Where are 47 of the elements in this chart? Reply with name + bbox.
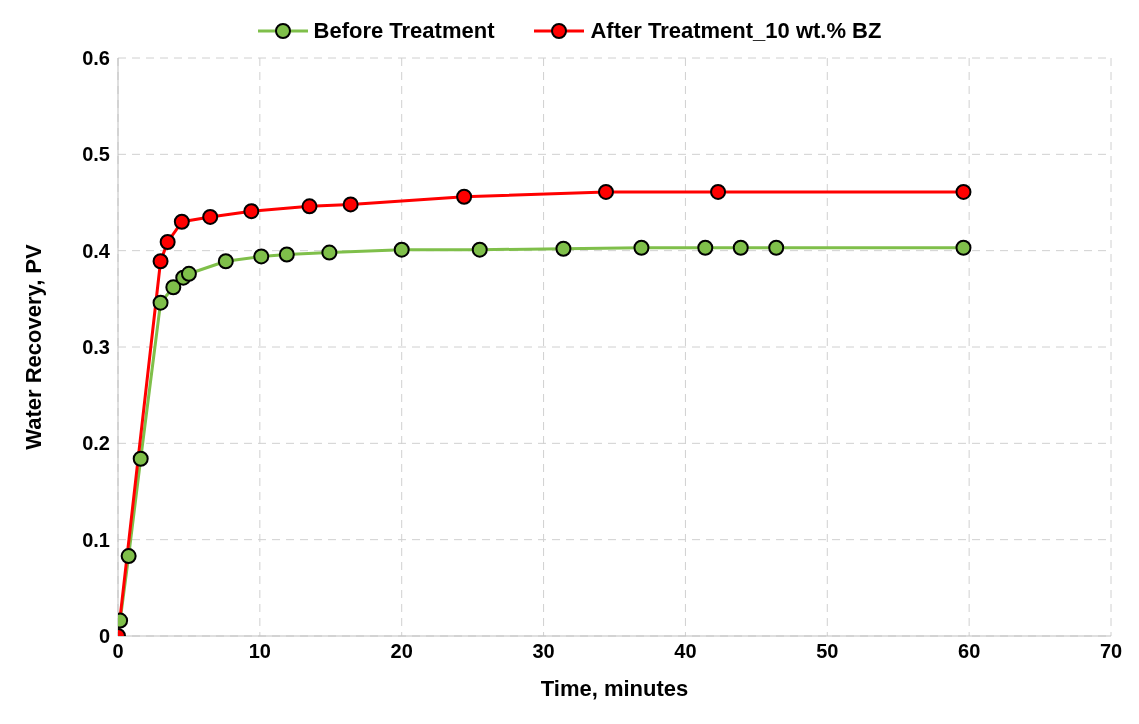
x-tick-label: 50: [816, 640, 839, 663]
point: [393, 241, 410, 258]
y-tick-label: 0: [98, 625, 110, 648]
point: [456, 188, 473, 205]
y-tick-label: 0.2: [82, 432, 110, 455]
point: [768, 239, 785, 256]
point: [597, 183, 614, 200]
legend-label: Before Treatment: [313, 18, 495, 44]
point: [633, 239, 650, 256]
point: [202, 208, 219, 225]
y-tick-label: 0.4: [82, 239, 111, 262]
y-axis-title: Water Recovery, PV: [20, 243, 46, 450]
point: [301, 198, 318, 215]
y-tick-label: 0.5: [82, 143, 110, 166]
point: [152, 294, 169, 311]
point: [710, 183, 727, 200]
point: [152, 253, 169, 270]
x-tick-label: 60: [958, 640, 981, 663]
point: [732, 239, 749, 256]
point: [132, 450, 149, 467]
point: [173, 213, 190, 230]
point: [120, 548, 137, 565]
x-tick-label: 40: [674, 640, 697, 663]
point: [471, 241, 488, 258]
point: [555, 240, 572, 257]
x-axis-title: Time, minutes: [540, 676, 689, 701]
x-tick-label: 70: [1099, 640, 1123, 663]
point: [321, 244, 338, 261]
x-tick-label: 0: [112, 640, 124, 663]
point: [955, 183, 972, 200]
point: [217, 253, 234, 270]
point: [955, 239, 972, 256]
point: [165, 279, 182, 296]
point: [278, 246, 295, 263]
y-tick-label: 0.3: [82, 336, 110, 359]
point: [342, 196, 359, 213]
point: [243, 203, 260, 220]
legend-label: After Treatment_10 wt.% BZ: [590, 18, 882, 44]
point: [159, 234, 176, 250]
point: [697, 239, 714, 256]
y-tick-label: 0.6: [82, 47, 110, 70]
y-tick-label: 0.1: [82, 528, 110, 551]
x-tick-label: 10: [248, 640, 271, 663]
x-tick-label: 30: [532, 640, 555, 663]
x-tick-label: 20: [390, 640, 413, 663]
point: [253, 248, 270, 265]
point: [180, 265, 197, 282]
